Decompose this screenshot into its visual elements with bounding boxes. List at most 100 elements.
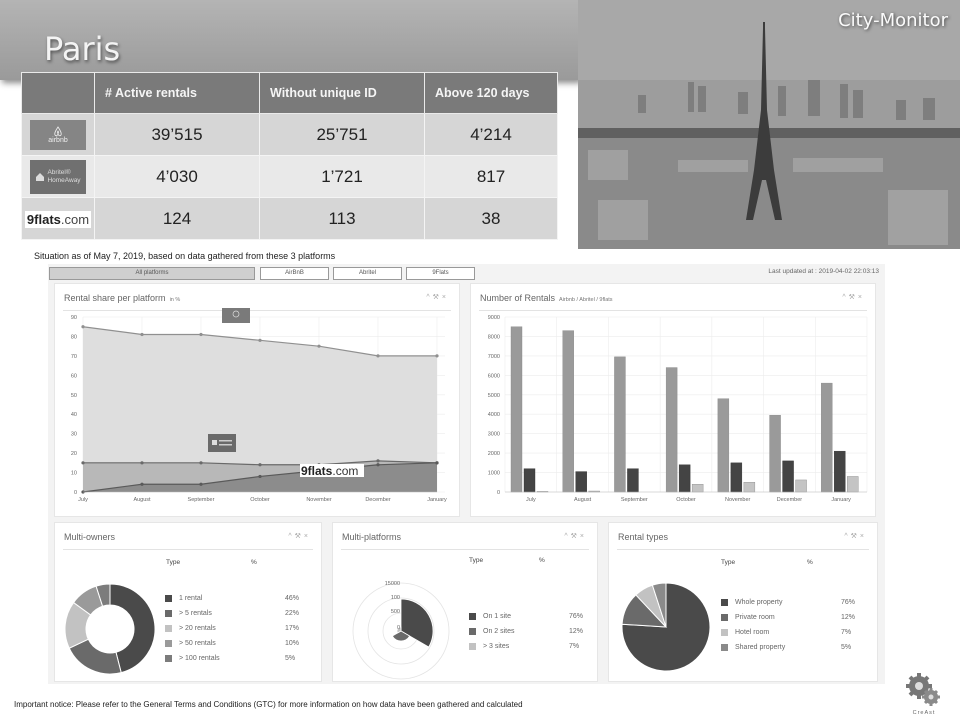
multi-owners-panel: Multi-owners ^⚒× Type % 1 rental 46% > 5 r…	[54, 522, 322, 682]
active-rentals-airbnb: 39’515	[94, 113, 260, 156]
legend-swatch	[721, 614, 728, 621]
rental-types-pie-chart	[621, 582, 711, 672]
svg-text:9flats.com: 9flats.com	[301, 464, 358, 478]
wrench-icon[interactable]: ⚒	[432, 294, 442, 301]
svg-text:0: 0	[397, 625, 400, 631]
collapse-icon[interactable]: ^	[564, 533, 571, 540]
legend-item[interactable]: Shared property	[721, 644, 785, 651]
no-id-abritel: 1’721	[259, 155, 425, 198]
number-of-rentals-panel: Number of Rentals Airbnb / Abritel / 9fla…	[470, 283, 876, 517]
legend-item[interactable]: > 100 rentals	[165, 655, 220, 662]
legend-item[interactable]: > 20 rentals	[165, 625, 216, 632]
legend-swatch	[469, 613, 476, 620]
svg-text:70: 70	[71, 354, 77, 360]
legend-item[interactable]: Private room	[721, 614, 775, 621]
legend-item[interactable]: > 50 rentals	[165, 640, 216, 647]
svg-text:July: July	[78, 497, 88, 503]
svg-text:8000: 8000	[488, 334, 500, 340]
column-header-active: # Active rentals	[94, 72, 260, 114]
wrench-icon[interactable]: ⚒	[570, 533, 580, 540]
legend-item[interactable]: > 3 sites	[469, 643, 509, 650]
airbnb-icon	[54, 125, 62, 136]
wrench-icon[interactable]: ⚒	[294, 533, 304, 540]
legend-swatch	[721, 629, 728, 636]
close-icon[interactable]: ×	[857, 294, 865, 301]
svg-text:0: 0	[74, 490, 77, 496]
footer-notice: Important notice: Please refer to the Ge…	[14, 700, 523, 709]
9flats-marker-icon: 9flats.com	[300, 464, 364, 478]
legend-item[interactable]: > 5 rentals	[165, 610, 212, 617]
legend-swatch	[469, 628, 476, 635]
legend-item[interactable]: Whole property	[721, 599, 782, 606]
collapse-icon[interactable]: ^	[288, 533, 295, 540]
panel-title: Multi-platforms	[342, 532, 402, 542]
legend-swatch	[165, 625, 172, 632]
legend-label: On 1 site	[483, 613, 512, 620]
panel-title: Rental share per platform	[64, 293, 166, 303]
wrench-icon[interactable]: ⚒	[848, 294, 858, 301]
close-icon[interactable]: ×	[859, 533, 867, 540]
dashboard: All platforms AirBnB Abritel 9Flats Last…	[48, 264, 885, 684]
legend-label: Whole property	[735, 599, 783, 606]
legend-label: > 3 sites	[483, 643, 510, 650]
legend-label: > 100 rentals	[179, 655, 220, 662]
legend-swatch	[165, 655, 172, 662]
svg-text:9000: 9000	[488, 315, 500, 321]
multi-owners-doughnut-chart	[64, 583, 156, 675]
legend-item[interactable]: On 2 sites	[469, 628, 515, 635]
svg-text:80: 80	[71, 334, 77, 340]
svg-text:CreAst: CreAst	[913, 710, 936, 716]
airbnb-logo: airbnb	[30, 119, 86, 150]
last-updated: Last updated at : 2019-04-02 22:03:13	[768, 268, 879, 275]
tab-all-platforms[interactable]: All platforms	[49, 267, 255, 280]
svg-text:30: 30	[71, 432, 77, 438]
svg-text:5000: 5000	[488, 393, 500, 399]
svg-text:4000: 4000	[488, 412, 500, 418]
multi-platforms-panel: Multi-platforms ^⚒× 15000 100 500 0 Type % …	[332, 522, 598, 682]
svg-text:6000: 6000	[488, 373, 500, 379]
legend-swatch	[165, 595, 172, 602]
gears-icon: CreAst	[906, 673, 940, 716]
legend-swatch	[165, 640, 172, 647]
legend-percent: 12%	[569, 628, 584, 635]
svg-text:January: January	[427, 497, 447, 503]
legend-item[interactable]: On 1 site	[469, 613, 511, 620]
legend-percent: 10%	[285, 640, 300, 647]
svg-text:0: 0	[497, 490, 500, 496]
legend-percent: 22%	[285, 610, 300, 617]
wrench-icon[interactable]: ⚒	[850, 533, 860, 540]
svg-text:July: July	[526, 497, 536, 503]
legend-swatch	[721, 644, 728, 651]
rental-share-panel: Rental share per platform in % ^⚒× 0 10 20 3…	[54, 283, 460, 517]
collapse-icon[interactable]: ^	[426, 294, 433, 301]
legend-percent: 7%	[569, 643, 580, 650]
eiffel-tower-skyline-image	[578, 0, 960, 249]
brand-title: City-Monitor	[838, 10, 948, 31]
airbnb-marker-icon	[222, 308, 250, 323]
column-header-above120: Above 120 days	[424, 72, 558, 114]
tab-9flats[interactable]: 9Flats	[406, 267, 475, 280]
legend-percent: 5%	[285, 655, 296, 662]
collapse-icon[interactable]: ^	[842, 294, 849, 301]
panel-title: Multi-owners	[64, 532, 116, 542]
svg-text:December: December	[365, 497, 391, 503]
close-icon[interactable]: ×	[303, 533, 311, 540]
city-title: Paris	[44, 30, 121, 68]
panel-title: Number of Rentals	[480, 293, 556, 303]
tab-abritel[interactable]: Abritel	[333, 267, 402, 280]
legend-label: Shared property	[735, 644, 786, 651]
no-id-airbnb: 25’751	[259, 113, 425, 156]
close-icon[interactable]: ×	[441, 294, 449, 301]
legend-label: On 2 sites	[483, 628, 515, 635]
legend-label: > 20 rentals	[179, 625, 216, 632]
svg-text:15000: 15000	[385, 581, 400, 587]
legend-item[interactable]: 1 rental	[165, 595, 202, 602]
table-header-row: # Active rentals Without unique ID Above…	[21, 72, 558, 114]
collapse-icon[interactable]: ^	[844, 533, 851, 540]
table-row: Abritel® HomeAway 4’030 1’721 817	[21, 155, 558, 198]
active-rentals-abritel: 4’030	[94, 155, 260, 198]
legend-label: Private room	[735, 614, 775, 621]
close-icon[interactable]: ×	[579, 533, 587, 540]
legend-item[interactable]: Hotel room	[721, 629, 769, 636]
tab-airbnb[interactable]: AirBnB	[260, 267, 329, 280]
